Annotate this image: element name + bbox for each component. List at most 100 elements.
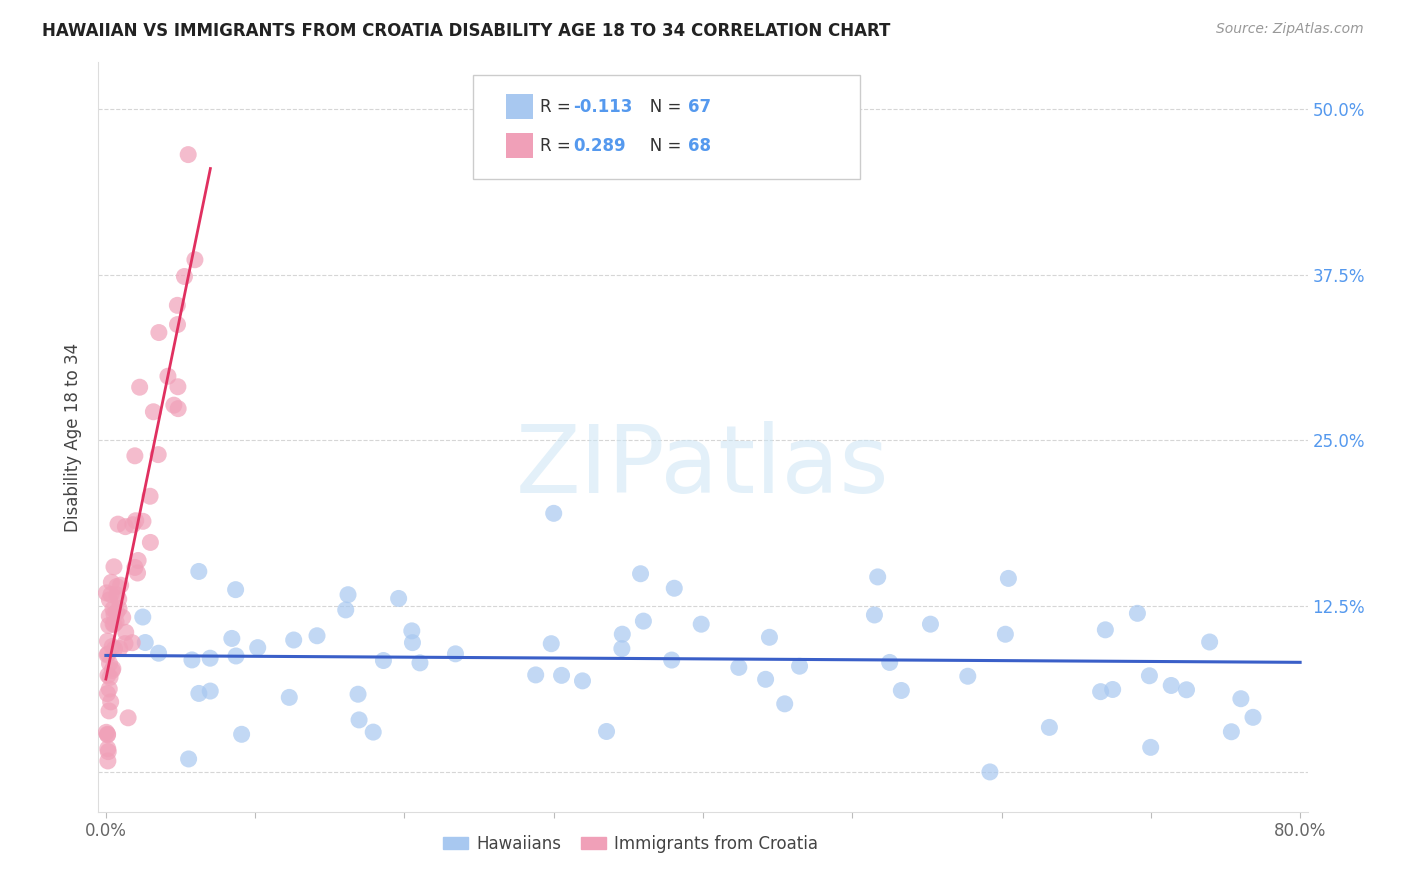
Text: R =: R = bbox=[540, 136, 576, 154]
Point bbox=[128, 380, 150, 394]
Point bbox=[1198, 635, 1220, 649]
Point bbox=[117, 711, 139, 725]
Point bbox=[96, 687, 118, 701]
Y-axis label: Disability Age 18 to 34: Disability Age 18 to 34 bbox=[65, 343, 83, 532]
Text: HAWAIIAN VS IMMIGRANTS FROM CROATIA DISABILITY AGE 18 TO 34 CORRELATION CHART: HAWAIIAN VS IMMIGRANTS FROM CROATIA DISA… bbox=[42, 22, 890, 40]
Point bbox=[755, 673, 778, 687]
Point bbox=[173, 269, 195, 284]
Point bbox=[105, 580, 128, 594]
Point bbox=[401, 624, 423, 638]
Point bbox=[633, 614, 655, 628]
Point bbox=[1160, 678, 1182, 692]
Point bbox=[167, 380, 190, 394]
Point bbox=[139, 535, 162, 549]
Point bbox=[98, 670, 121, 684]
Point bbox=[278, 690, 301, 705]
Point bbox=[107, 592, 129, 607]
Point bbox=[571, 673, 593, 688]
Text: Source: ZipAtlas.com: Source: ZipAtlas.com bbox=[1216, 22, 1364, 37]
Point bbox=[231, 727, 253, 741]
Point bbox=[96, 727, 118, 741]
FancyBboxPatch shape bbox=[506, 133, 533, 159]
Legend: Hawaiians, Immigrants from Croatia: Hawaiians, Immigrants from Croatia bbox=[436, 829, 825, 860]
Point bbox=[105, 588, 128, 602]
Point bbox=[98, 609, 121, 624]
Point bbox=[124, 449, 146, 463]
Point bbox=[177, 752, 200, 766]
Point bbox=[163, 398, 186, 412]
Point bbox=[612, 627, 634, 641]
Point bbox=[773, 697, 796, 711]
Point bbox=[97, 728, 120, 742]
Text: 68: 68 bbox=[689, 136, 711, 154]
Point bbox=[361, 725, 384, 739]
Point bbox=[98, 681, 121, 696]
Point bbox=[166, 298, 188, 312]
Point bbox=[148, 326, 170, 340]
Point bbox=[96, 634, 118, 648]
Point bbox=[105, 615, 128, 629]
Point bbox=[1038, 720, 1060, 734]
Point bbox=[114, 519, 136, 533]
Point bbox=[98, 593, 121, 607]
Point bbox=[101, 662, 124, 676]
Point bbox=[225, 648, 247, 663]
Text: N =: N = bbox=[634, 136, 686, 154]
Point bbox=[108, 641, 131, 656]
Point bbox=[283, 632, 305, 647]
Point bbox=[105, 605, 128, 619]
Point bbox=[101, 664, 124, 678]
Point bbox=[337, 588, 360, 602]
Point bbox=[758, 630, 780, 644]
Point bbox=[156, 369, 179, 384]
Point bbox=[111, 610, 134, 624]
Point bbox=[148, 448, 170, 462]
Point bbox=[595, 724, 617, 739]
Point bbox=[610, 641, 633, 656]
Point bbox=[246, 640, 269, 655]
Point bbox=[866, 570, 889, 584]
Point bbox=[920, 617, 942, 632]
Point bbox=[630, 566, 652, 581]
Text: 67: 67 bbox=[689, 97, 711, 116]
Point bbox=[727, 660, 749, 674]
Text: N =: N = bbox=[634, 97, 686, 116]
Point bbox=[524, 668, 547, 682]
Point bbox=[789, 659, 811, 673]
FancyBboxPatch shape bbox=[506, 94, 533, 120]
Point bbox=[97, 647, 120, 661]
Point bbox=[1094, 623, 1116, 637]
Point bbox=[108, 601, 131, 615]
Point bbox=[134, 635, 156, 649]
Point bbox=[110, 578, 132, 592]
Point bbox=[96, 648, 118, 662]
Point bbox=[661, 653, 683, 667]
Point bbox=[1241, 710, 1264, 724]
Point bbox=[550, 668, 572, 682]
Point bbox=[127, 566, 149, 580]
Point bbox=[103, 641, 125, 656]
Point bbox=[97, 618, 120, 632]
Point bbox=[997, 571, 1019, 585]
Point bbox=[347, 687, 370, 701]
Point bbox=[540, 637, 562, 651]
Point bbox=[979, 764, 1001, 779]
Point bbox=[347, 713, 370, 727]
Point bbox=[187, 565, 209, 579]
Point bbox=[96, 586, 118, 600]
Point bbox=[221, 632, 243, 646]
Point bbox=[103, 607, 125, 622]
Point bbox=[181, 653, 204, 667]
Point bbox=[100, 575, 122, 590]
Point bbox=[198, 651, 221, 665]
Point bbox=[101, 602, 124, 616]
Point bbox=[107, 517, 129, 532]
Point bbox=[1220, 724, 1243, 739]
Point bbox=[664, 581, 686, 595]
Point bbox=[103, 617, 125, 632]
Point bbox=[103, 559, 125, 574]
Point bbox=[100, 587, 122, 601]
Point bbox=[1175, 682, 1198, 697]
Point bbox=[956, 669, 979, 683]
Point bbox=[166, 318, 188, 332]
